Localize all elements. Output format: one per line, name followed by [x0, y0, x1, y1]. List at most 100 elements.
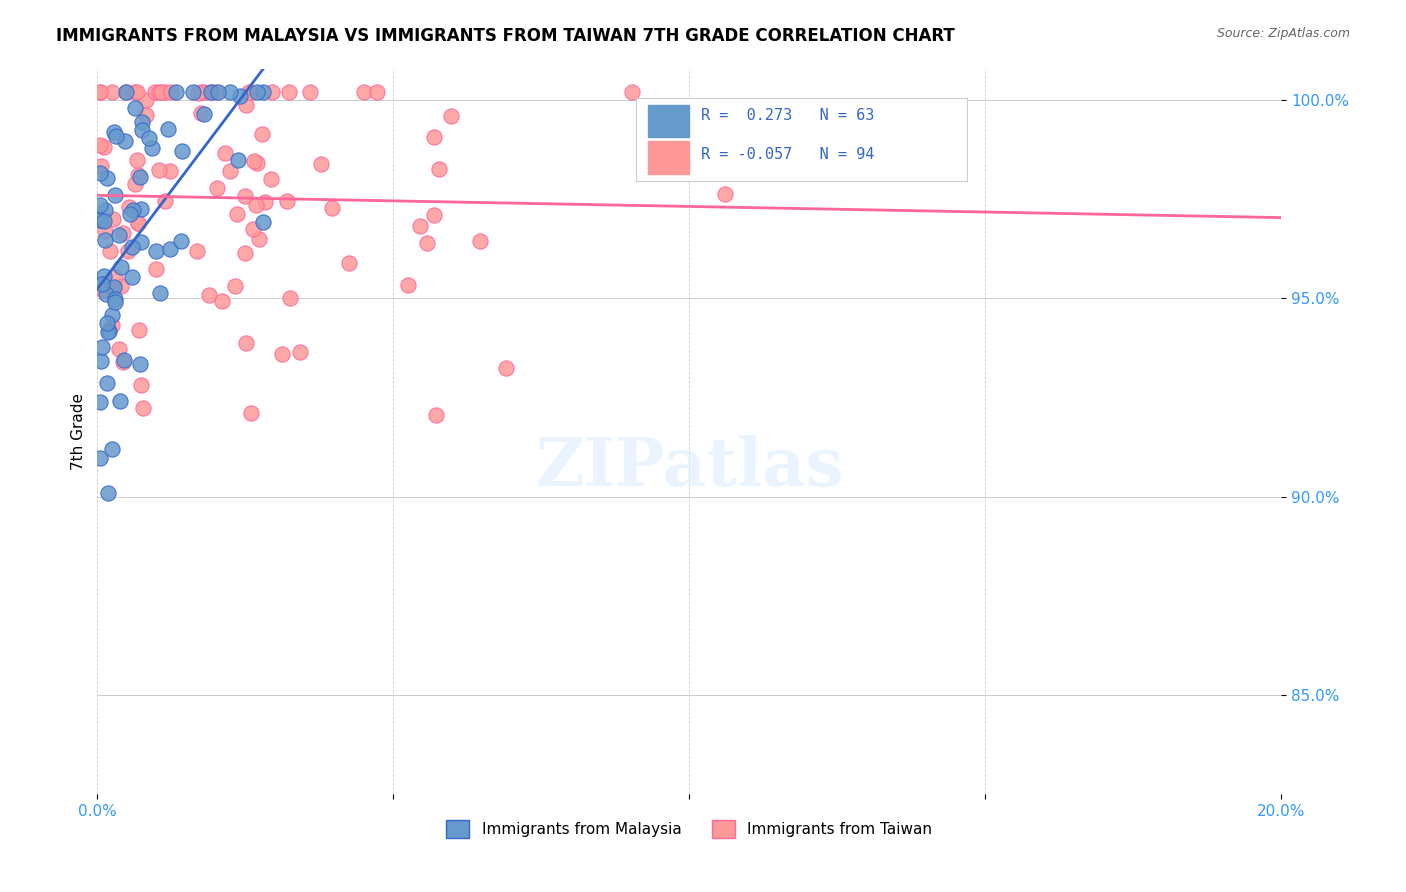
- Immigrants from Taiwan: [100, 281, 122, 295]
- Immigrants from Taiwan: [423, 130, 446, 145]
- Immigrants from Taiwan: [252, 127, 274, 141]
- Immigrants from Taiwan: [366, 85, 388, 99]
- Immigrants from Taiwan: [214, 146, 236, 161]
- Immigrants from Taiwan: [260, 85, 283, 99]
- Immigrants from Taiwan: [89, 85, 111, 99]
- Immigrants from Taiwan: [145, 262, 167, 277]
- Immigrants from Taiwan: [311, 156, 333, 170]
- Immigrants from Taiwan: [89, 137, 111, 152]
- Immigrants from Taiwan: [153, 194, 176, 209]
- Immigrants from Taiwan: [93, 139, 115, 153]
- Immigrants from Taiwan: [495, 360, 517, 375]
- Immigrants from Taiwan: [278, 291, 301, 305]
- Immigrants from Taiwan: [135, 94, 157, 108]
- Text: Source: ZipAtlas.com: Source: ZipAtlas.com: [1216, 27, 1350, 40]
- Immigrants from Malaysia: [96, 170, 118, 185]
- Immigrants from Taiwan: [124, 85, 146, 99]
- Immigrants from Malaysia: [193, 107, 215, 121]
- Immigrants from Taiwan: [270, 347, 292, 361]
- Immigrants from Malaysia: [108, 227, 131, 242]
- Immigrants from Malaysia: [89, 395, 111, 409]
- Immigrants from Taiwan: [190, 85, 212, 99]
- Immigrants from Taiwan: [211, 294, 233, 309]
- Immigrants from Taiwan: [225, 207, 247, 221]
- Immigrants from Malaysia: [94, 202, 117, 217]
- Immigrants from Malaysia: [91, 340, 114, 354]
- Immigrants from Malaysia: [145, 244, 167, 259]
- Immigrants from Malaysia: [89, 198, 111, 212]
- Immigrants from Taiwan: [238, 85, 260, 99]
- Immigrants from Malaysia: [118, 207, 141, 221]
- Immigrants from Taiwan: [104, 270, 127, 285]
- Immigrants from Taiwan: [128, 323, 150, 337]
- Immigrants from Taiwan: [714, 186, 737, 201]
- Immigrants from Malaysia: [97, 324, 120, 338]
- Immigrants from Taiwan: [101, 318, 124, 333]
- Immigrants from Malaysia: [128, 357, 150, 371]
- Immigrants from Malaysia: [170, 144, 193, 158]
- Immigrants from Taiwan: [98, 244, 121, 259]
- Immigrants from Taiwan: [235, 188, 257, 202]
- Immigrants from Taiwan: [468, 234, 491, 248]
- Immigrants from Taiwan: [187, 87, 209, 101]
- Immigrants from Malaysia: [90, 354, 112, 368]
- Immigrants from Taiwan: [149, 85, 172, 99]
- Immigrants from Taiwan: [200, 85, 222, 99]
- Immigrants from Malaysia: [129, 235, 152, 249]
- Legend: Immigrants from Malaysia, Immigrants from Taiwan: Immigrants from Malaysia, Immigrants fro…: [440, 814, 938, 845]
- Immigrants from Taiwan: [124, 178, 146, 192]
- Immigrants from Taiwan: [245, 198, 267, 212]
- Immigrants from Malaysia: [124, 101, 146, 115]
- Immigrants from Malaysia: [207, 85, 229, 99]
- Immigrants from Taiwan: [337, 256, 360, 270]
- Immigrants from Taiwan: [91, 284, 114, 298]
- Immigrants from Taiwan: [132, 401, 155, 415]
- Immigrants from Taiwan: [416, 235, 439, 250]
- Immigrants from Taiwan: [242, 153, 264, 168]
- Text: IMMIGRANTS FROM MALAYSIA VS IMMIGRANTS FROM TAIWAN 7TH GRADE CORRELATION CHART: IMMIGRANTS FROM MALAYSIA VS IMMIGRANTS F…: [56, 27, 955, 45]
- Immigrants from Malaysia: [100, 308, 122, 322]
- Immigrants from Malaysia: [200, 85, 222, 99]
- Immigrants from Taiwan: [148, 163, 170, 178]
- Immigrants from Taiwan: [423, 208, 446, 222]
- Immigrants from Taiwan: [148, 85, 170, 99]
- Immigrants from Taiwan: [89, 85, 111, 99]
- Immigrants from Malaysia: [112, 353, 135, 368]
- Immigrants from Taiwan: [108, 343, 131, 357]
- Immigrants from Malaysia: [170, 235, 193, 249]
- Immigrants from Taiwan: [235, 335, 257, 350]
- Y-axis label: 7th Grade: 7th Grade: [72, 392, 86, 470]
- Immigrants from Taiwan: [440, 109, 463, 123]
- Immigrants from Taiwan: [233, 246, 256, 260]
- Immigrants from Taiwan: [242, 222, 264, 236]
- Immigrants from Malaysia: [149, 285, 172, 300]
- Immigrants from Malaysia: [103, 124, 125, 138]
- Immigrants from Taiwan: [118, 200, 141, 214]
- Immigrants from Taiwan: [224, 278, 246, 293]
- Immigrants from Taiwan: [276, 194, 298, 208]
- Immigrants from Taiwan: [620, 85, 643, 99]
- Text: R =  0.273   N = 63: R = 0.273 N = 63: [702, 108, 875, 123]
- Immigrants from Malaysia: [110, 260, 132, 274]
- Immigrants from Malaysia: [131, 115, 153, 129]
- Immigrants from Taiwan: [110, 278, 132, 293]
- Immigrants from Malaysia: [114, 134, 136, 148]
- Immigrants from Taiwan: [135, 108, 157, 122]
- Immigrants from Malaysia: [93, 269, 115, 284]
- Immigrants from Taiwan: [253, 194, 276, 209]
- Immigrants from Malaysia: [97, 486, 120, 500]
- Bar: [648, 104, 689, 137]
- Immigrants from Taiwan: [112, 226, 135, 240]
- Immigrants from Taiwan: [427, 161, 450, 176]
- Immigrants from Taiwan: [127, 153, 149, 167]
- Immigrants from Taiwan: [321, 201, 343, 215]
- Immigrants from Taiwan: [260, 172, 283, 186]
- Immigrants from Malaysia: [156, 121, 179, 136]
- Immigrants from Malaysia: [89, 450, 111, 465]
- Immigrants from Taiwan: [127, 169, 149, 183]
- Immigrants from Taiwan: [94, 224, 117, 238]
- Immigrants from Taiwan: [239, 406, 262, 420]
- Immigrants from Malaysia: [121, 202, 143, 217]
- Immigrants from Malaysia: [108, 393, 131, 408]
- Immigrants from Taiwan: [127, 85, 149, 99]
